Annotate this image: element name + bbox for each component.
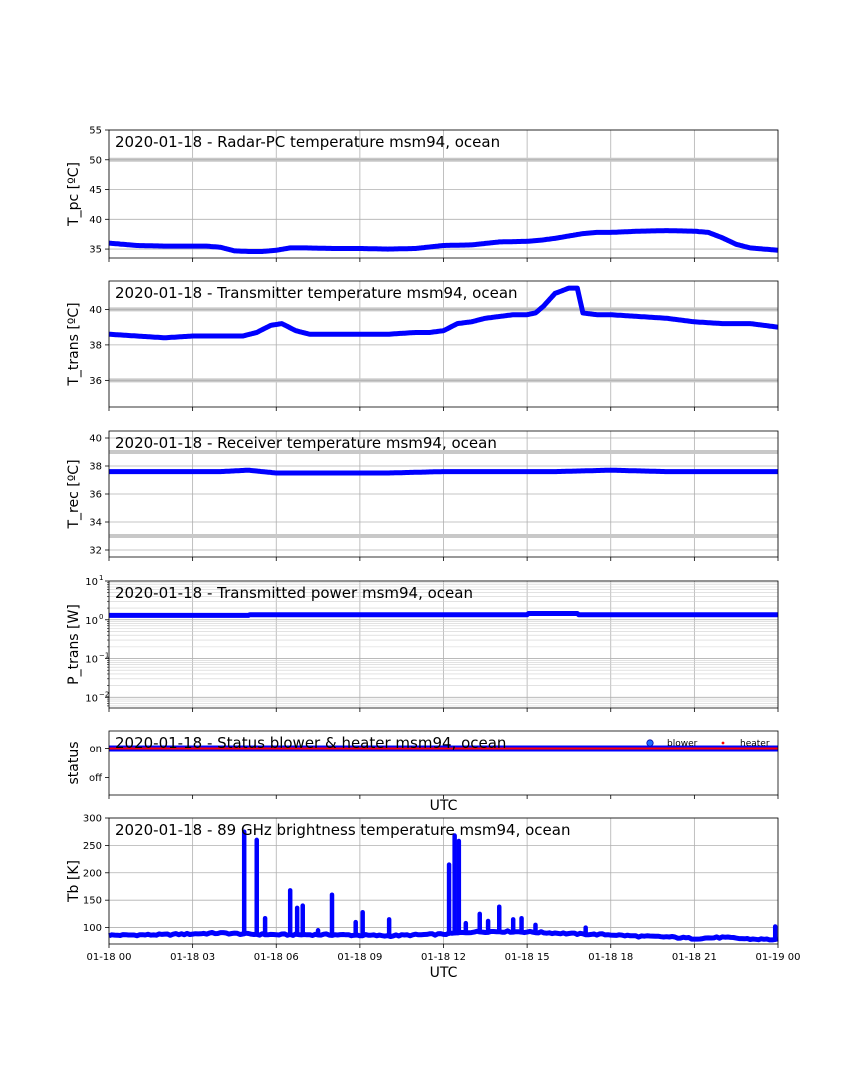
y-tick-label: 55 [89,126,102,137]
y-axis-label: T_trans [ºC] [66,302,82,386]
x-axis-label: UTC [430,965,458,981]
series-line [107,467,780,476]
panel-title: 2020-01-18 - 89 GHz brightness temperatu… [115,821,571,839]
x-axis-label: UTC [430,798,458,814]
y-tick-label: 100 [83,923,102,934]
x-tick-label: 01-18 00 [87,952,132,963]
y-tick-label: 10 [85,577,98,588]
y-tick-label: 34 [89,518,102,529]
y-tick-label: 38 [89,340,102,351]
y-tick-label: 36 [89,490,102,501]
grid [108,281,779,407]
ticks: off on [89,744,779,799]
panel-title: 2020-01-18 - Transmitter temperature msm… [115,284,518,302]
x-tick-label: 01-18 03 [170,952,215,963]
panel-title: 2020-01-18 - Transmitted power msm94, oc… [115,584,473,602]
grid [108,580,779,708]
y-tick-label: 150 [83,896,102,907]
panel-radar-pc-temperature: 35 40 45 50 55 T_pc [ºC] 2020-01-18 - Radar-… [66,126,780,262]
panel-title: 2020-01-18 - Receiver temperature msm94,… [115,434,497,452]
panel-transmitter-temperature: 36 38 40 T_trans [ºC] 2020-01-18 - Transmi… [66,280,780,411]
x-tick-label: 01-18 06 [254,952,299,963]
panel-status-blower-heater: off on status 2020-01-18 - Status blower … [66,730,779,814]
x-tick-label: 01-18 21 [672,952,717,963]
grid [108,431,779,557]
x-tick-label: 01-18 18 [588,952,633,963]
series-line [107,285,780,341]
data-series [107,611,780,618]
y-tick-label: 32 [89,546,102,557]
y-tick-label: 40 [89,215,102,226]
data-series [108,829,779,943]
data-series [107,285,780,341]
legend: blower heater [646,739,770,749]
y-tick-exponent: −2 [99,690,109,698]
y-tick-label: 40 [89,305,102,316]
y-tick-label: 36 [89,376,102,387]
y-tick-label: 200 [83,868,102,879]
y-tick-label: 38 [89,462,102,473]
x-tick-label: 01-18 09 [337,952,382,963]
y-tick-label: 40 [89,434,102,445]
y-axis-label: Tb [K] [66,860,82,903]
legend-label-blower: blower [667,739,698,749]
y-axis-label: T_pc [ºC] [66,162,82,227]
panel-title: 2020-01-18 - Status blower & heater msm9… [115,734,506,752]
series-line [107,611,780,618]
y-tick-label: 45 [89,185,102,196]
data-series [107,467,780,476]
ticks: 01-18 00 01-18 03 01-18 06 01-18 09 01-18 12… [83,814,801,964]
y-tick-exponent: −1 [99,652,109,660]
y-tick-label: 10 [85,693,98,704]
y-tick-exponent: 0 [99,613,103,621]
x-tick-label: 01-18 12 [421,952,466,963]
y-tick-label: 250 [83,841,102,852]
data-series [107,228,780,254]
y-axis-label: T_rec [ºC] [66,459,82,529]
legend-label-heater: heater [740,739,770,749]
y-tick-label: 10 [85,616,98,627]
x-tick-label: 01-18 15 [505,952,550,963]
series-baseline [108,928,779,943]
panel-brightness-temperature: 01-18 00 01-18 03 01-18 06 01-18 09 01-18 12… [66,814,800,982]
y-axis-label: status [66,741,82,784]
y-tick-label: 50 [89,155,102,166]
y-tick-label: 300 [83,814,102,825]
ticks: 35 40 45 50 55 [89,126,779,262]
ticks: 36 38 40 [89,305,779,411]
y-tick-label: off [89,773,103,784]
y-tick-label: on [90,744,102,755]
y-tick-label: 35 [89,245,102,256]
panel-receiver-temperature: 32 34 36 38 40 T_rec [ºC] 2020-01-18 - Recei… [66,430,780,561]
y-tick-exponent: 1 [99,574,103,582]
legend-marker-heater [721,741,725,745]
x-tick-label: 01-19 00 [756,952,801,963]
panel-title: 2020-01-18 - Radar-PC temperature msm94,… [115,133,500,151]
ticks: 32 34 36 38 40 [89,434,779,561]
legend-marker-blower [646,739,654,747]
series-line [107,228,780,254]
y-tick-label: 10 [85,655,98,666]
y-axis-label: P_trans [W] [66,604,82,685]
